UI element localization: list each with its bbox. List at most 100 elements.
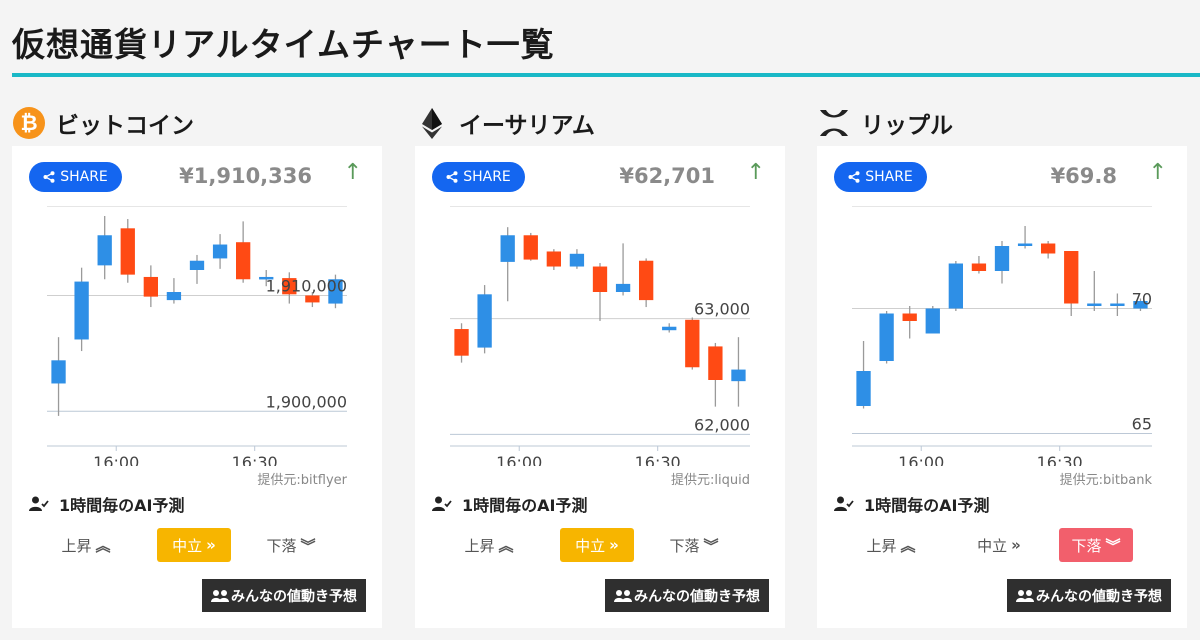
vote-down-button[interactable]: 下落 ︾ <box>657 528 731 562</box>
divider <box>47 206 347 207</box>
everyone-label: みんなの値動き予想 <box>634 588 760 605</box>
candle-body <box>546 251 561 267</box>
double-chevron-right-icon: » <box>609 536 619 554</box>
x-tick-label: 16:30 <box>635 453 681 466</box>
coin-panel-ethereum: イーサリアム SHARE ¥62,701 ↑ 63,000 62,000 16:00… <box>415 100 785 640</box>
candle-body <box>1087 303 1102 306</box>
share-icon <box>446 171 458 183</box>
candle-body <box>51 360 66 384</box>
share-label: SHARE <box>60 169 108 185</box>
double-chevron-down-icon: ︾ <box>703 536 719 555</box>
coin-panel-bitcoin: ₿ ビットコイン SHARE ¥1,910,336 ↑ 1,910,000 1,9… <box>12 100 382 640</box>
vote-neutral-button[interactable]: 中立» <box>962 528 1036 562</box>
share-button[interactable]: SHARE <box>834 162 927 192</box>
candle-body <box>1041 243 1056 254</box>
candle-body <box>925 308 940 334</box>
candlestick-chart: 70 65 16:00 16:30 <box>852 226 1152 466</box>
candle-body <box>143 276 158 297</box>
x-tick-label: 16:30 <box>1037 453 1083 466</box>
coin-name: リップル <box>861 113 953 139</box>
vote-neutral-button[interactable]: 中立» <box>157 528 231 562</box>
candle-body <box>1133 301 1148 309</box>
person-check-icon <box>834 496 854 512</box>
data-source: 提供元:bitbank <box>1059 473 1152 488</box>
trend-up-icon: ↑ <box>1148 160 1167 185</box>
share-button[interactable]: SHARE <box>432 162 525 192</box>
candle-body <box>97 235 112 266</box>
candle-body <box>259 276 274 280</box>
double-chevron-up-icon: ︽ <box>498 536 514 555</box>
x-tick-label: 16:00 <box>93 453 139 466</box>
coin-header: ₿ ビットコイン <box>12 105 194 141</box>
share-label: SHARE <box>865 169 913 185</box>
double-chevron-up-icon: ︽ <box>900 536 916 555</box>
double-chevron-down-icon: ︾ <box>300 536 316 555</box>
coin-name: イーサリアム <box>459 113 595 139</box>
bitcoin-icon: ₿ <box>12 106 46 140</box>
candle-body <box>166 292 182 301</box>
candle-body <box>879 313 894 361</box>
candle-body <box>477 294 492 348</box>
price-value: ¥62,701 <box>619 164 715 188</box>
x-tick-label: 16:00 <box>898 453 944 466</box>
everyone-forecast-button[interactable]: みんなの値動き予想 <box>605 579 769 612</box>
data-source: 提供元:bitflyer <box>257 473 347 488</box>
vote-neutral-label: 中立 <box>977 536 1008 555</box>
coin-card: SHARE ¥69.8 ↑ 70 65 16:00 16:30 提供元:bitbank… <box>817 146 1187 628</box>
trend-up-icon: ↑ <box>343 160 362 185</box>
candle-body <box>856 371 871 406</box>
vote-down-label: 下落 <box>669 536 700 555</box>
vote-neutral-label: 中立 <box>575 536 606 555</box>
candle-body <box>948 263 963 309</box>
vote-up-button[interactable]: 上昇 ︽ <box>452 528 526 562</box>
double-chevron-down-icon: ︾ <box>1105 536 1121 555</box>
candle-body <box>305 295 320 303</box>
vote-up-button[interactable]: 上昇 ︽ <box>49 528 123 562</box>
vote-down-label: 下落 <box>266 536 297 555</box>
candle-body <box>731 369 746 382</box>
candle-body <box>523 235 538 260</box>
share-icon <box>848 171 860 183</box>
price-value: ¥1,910,336 <box>179 164 312 188</box>
everyone-forecast-button[interactable]: みんなの値動き予想 <box>1007 579 1171 612</box>
ai-prediction-title: 1時間毎のAI予測 <box>29 492 184 516</box>
divider <box>450 206 750 207</box>
ai-title-label: 1時間毎のAI予測 <box>864 496 990 515</box>
candle-body <box>1110 303 1125 306</box>
candle-body <box>685 319 700 368</box>
x-tick-label: 16:00 <box>496 453 542 466</box>
candle-body <box>1064 251 1079 304</box>
vote-down-label: 下落 <box>1071 536 1102 555</box>
candle-body <box>662 326 677 331</box>
group-icon <box>1016 589 1034 603</box>
candle-body <box>615 283 631 292</box>
candlestick-chart: 63,000 62,000 16:00 16:30 <box>450 227 750 466</box>
price-value: ¥69.8 <box>1050 164 1117 188</box>
candle-body <box>189 260 205 270</box>
candle-body <box>328 279 343 304</box>
vote-down-button[interactable]: 下落 ︾ <box>254 528 328 562</box>
double-chevron-right-icon: » <box>1011 536 1021 554</box>
candle-body <box>902 313 917 321</box>
trend-up-icon: ↑ <box>746 160 765 185</box>
coin-panel-ripple: リップル SHARE ¥69.8 ↑ 70 65 16:00 16:30 提供元:bi… <box>817 100 1187 640</box>
svg-text:₿: ₿ <box>20 111 37 135</box>
data-source: 提供元:liquid <box>671 473 750 488</box>
everyone-label: みんなの値動き予想 <box>1036 588 1162 605</box>
y-tick-label: 1,910,000 <box>266 276 347 295</box>
divider <box>852 206 1152 207</box>
person-check-icon <box>29 496 49 512</box>
share-button[interactable]: SHARE <box>29 162 122 192</box>
candle-body <box>454 329 469 356</box>
vote-neutral-button[interactable]: 中立» <box>560 528 634 562</box>
share-icon <box>43 171 55 183</box>
candle-body <box>592 266 608 292</box>
vote-neutral-label: 中立 <box>172 536 203 555</box>
candle-body <box>212 244 228 259</box>
coin-card: SHARE ¥1,910,336 ↑ 1,910,000 1,900,000 16:… <box>12 146 382 628</box>
double-chevron-up-icon: ︽ <box>95 536 111 555</box>
everyone-forecast-button[interactable]: みんなの値動き予想 <box>202 579 366 612</box>
everyone-label: みんなの値動き予想 <box>231 588 357 605</box>
vote-down-button[interactable]: 下落 ︾ <box>1059 528 1133 562</box>
vote-up-button[interactable]: 上昇 ︽ <box>854 528 928 562</box>
